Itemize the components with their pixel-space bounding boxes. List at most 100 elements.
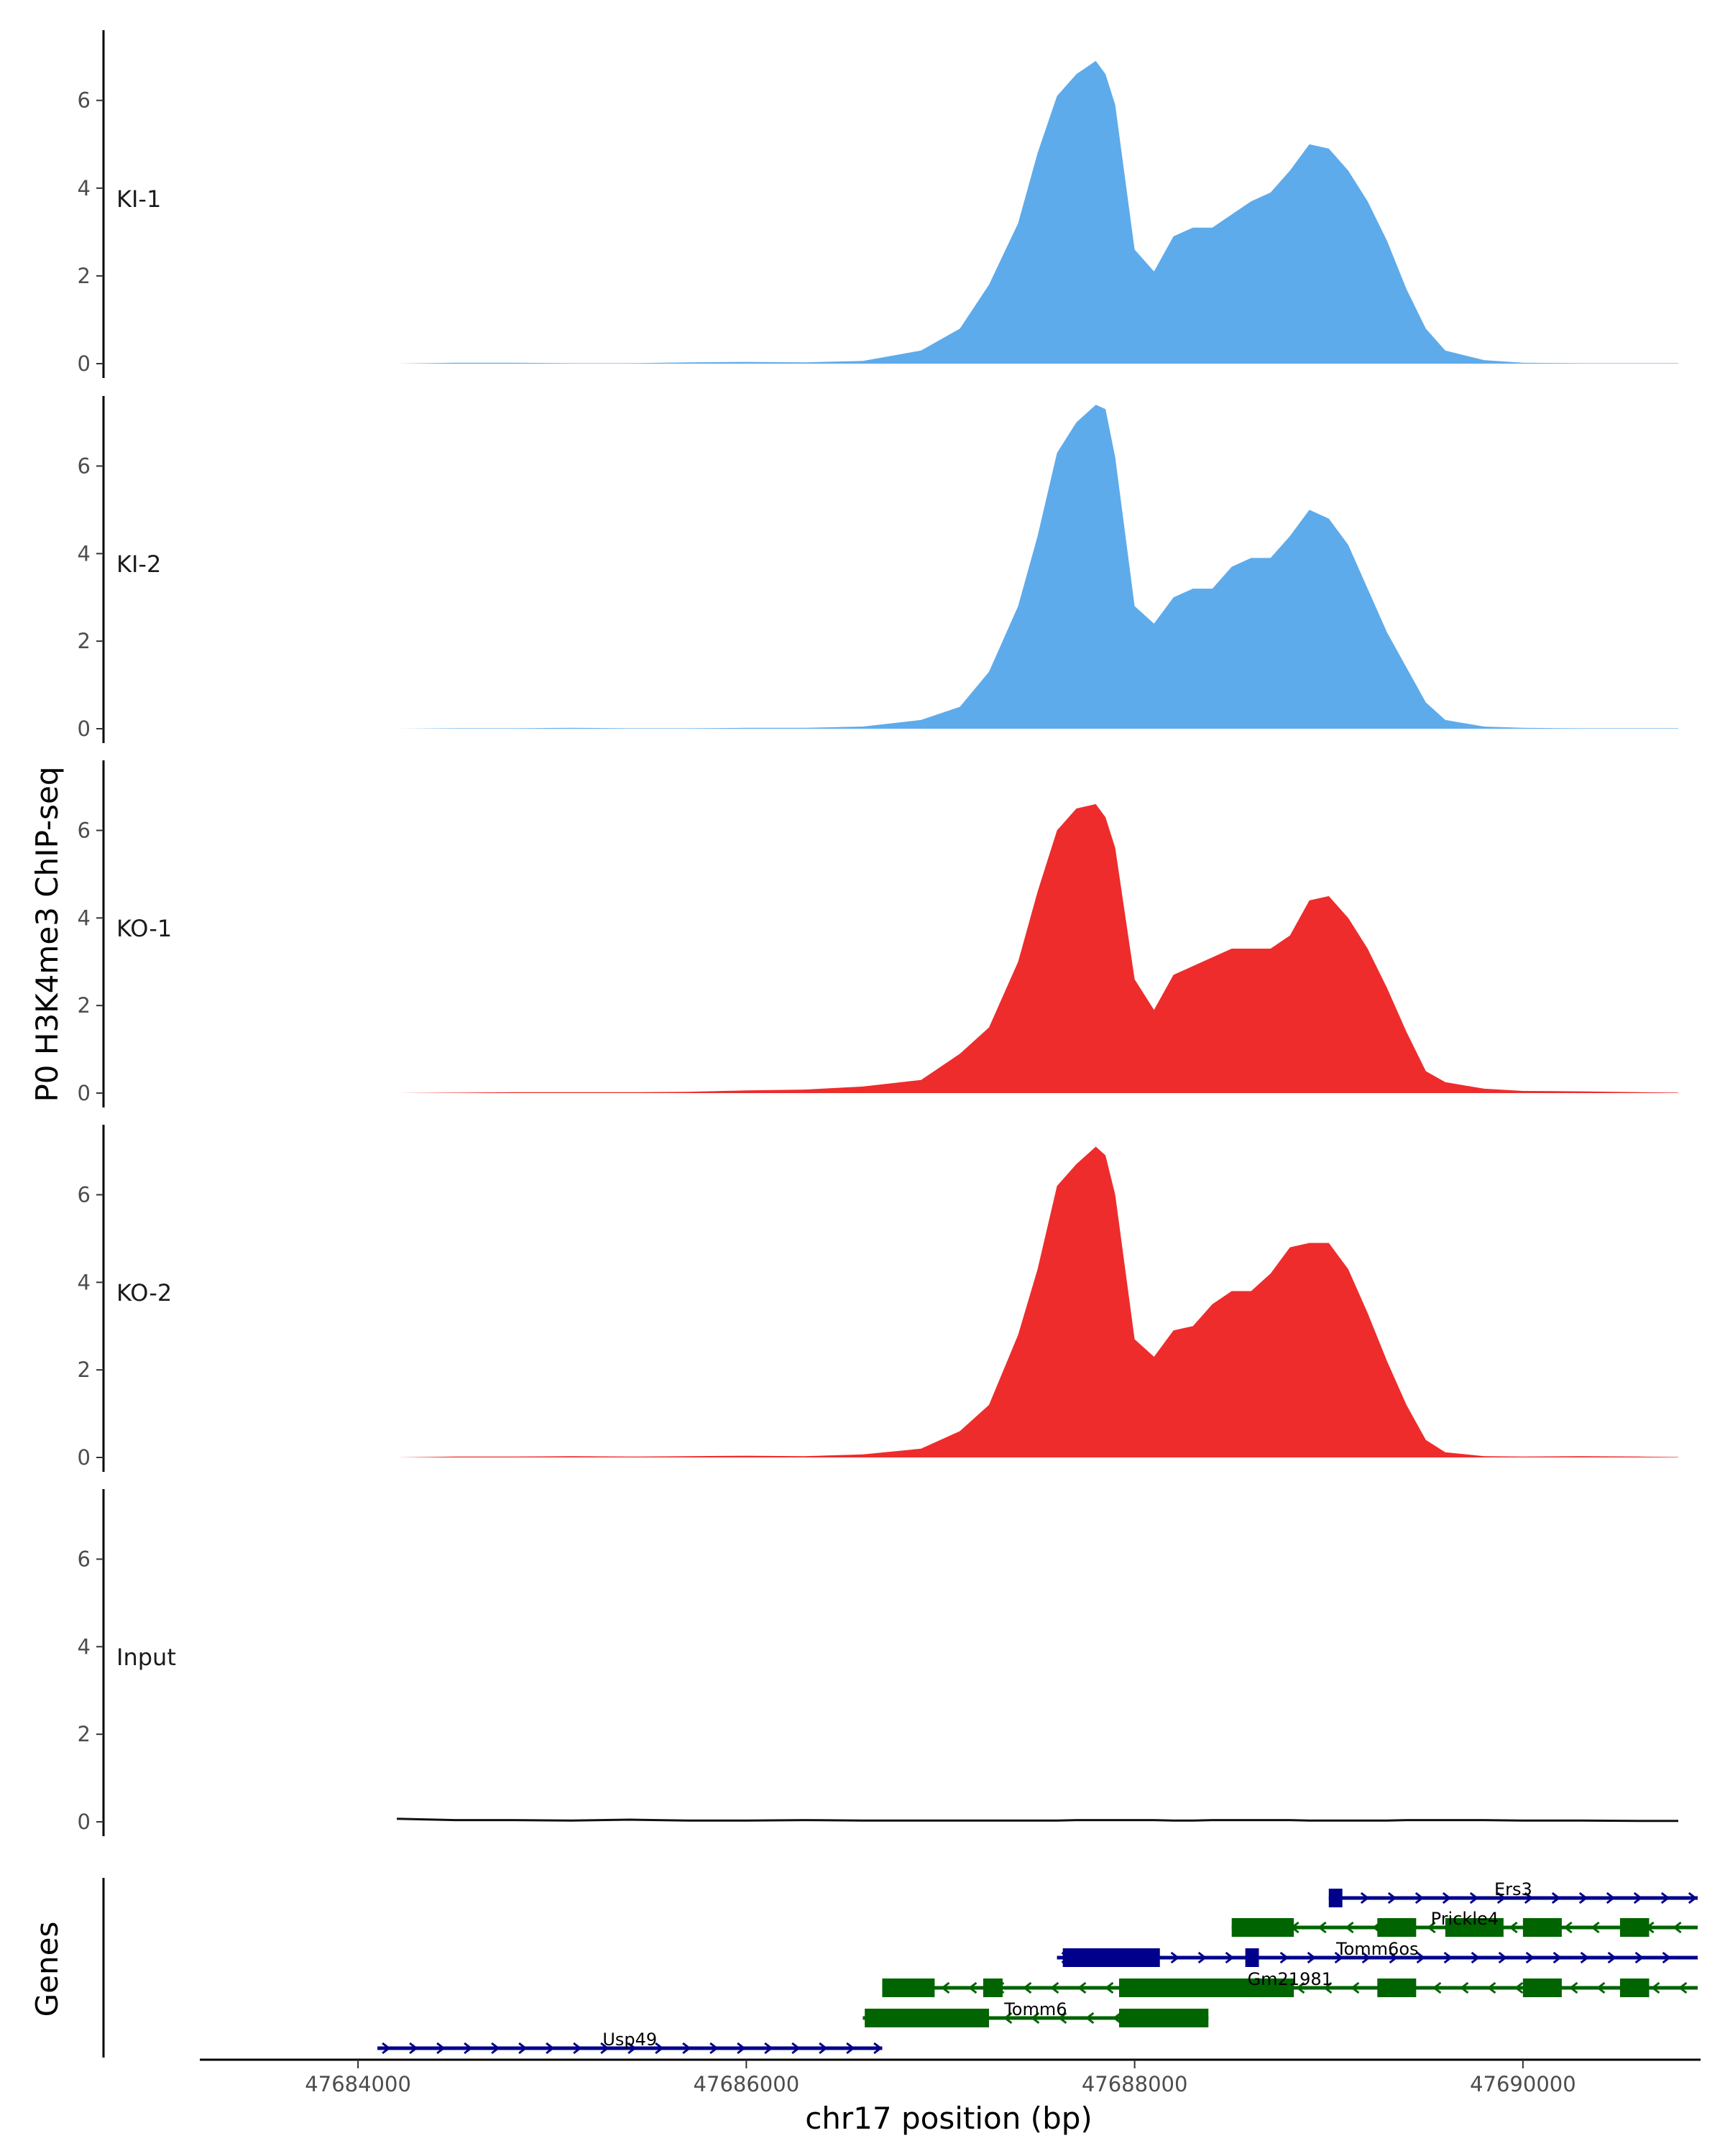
y-tick-label: 6 — [78, 818, 91, 842]
y-tick-label: 4 — [78, 541, 91, 566]
strand-arrow — [1524, 1892, 1534, 1904]
strand-arrow — [1105, 1981, 1114, 1994]
gene-exon — [1328, 1889, 1343, 1907]
y-tick-label: 0 — [78, 351, 91, 376]
strand-arrow — [1596, 1981, 1606, 1994]
strand-arrow — [764, 2042, 773, 2055]
strand-arrow — [1003, 2012, 1013, 2024]
y-tick-label: 2 — [78, 629, 91, 653]
track-input: 0 2 4 6 Input — [78, 1489, 1678, 1836]
strand-arrow — [1351, 1981, 1360, 1994]
strand-arrow — [1345, 1921, 1354, 1934]
strand-arrow — [1651, 1981, 1660, 1994]
strand-arrow — [464, 2042, 473, 2055]
strand-arrow — [1552, 1951, 1563, 1964]
track-ki-2: 0 2 4 6 KI-2 — [78, 396, 1678, 743]
strand-arrow — [1389, 1951, 1399, 1964]
strand-arrow — [1387, 1892, 1397, 1904]
strand-arrow — [1580, 1951, 1590, 1964]
strand-arrow — [1471, 1951, 1481, 1964]
strand-arrow — [518, 2042, 528, 2055]
strand-arrow — [1414, 1892, 1425, 1904]
y-tick-label: 2 — [78, 993, 91, 1018]
strand-arrow — [737, 2042, 746, 2055]
gene-usp49: Usp49 — [377, 2030, 883, 2055]
strand-arrow — [1361, 1951, 1371, 1964]
strand-arrow — [409, 2042, 418, 2055]
strand-arrow — [1514, 1981, 1524, 1994]
gene-label: Prickle4 — [1431, 1909, 1499, 1929]
gene-exon — [1245, 1948, 1259, 1967]
strand-arrow — [709, 2042, 719, 2055]
y-tick-label: 4 — [78, 906, 91, 930]
gene-exon — [1231, 1918, 1294, 1937]
strand-arrow — [1673, 1921, 1682, 1934]
strand-arrow — [1023, 1981, 1032, 1994]
track-label: KI-2 — [116, 550, 161, 578]
strand-arrow — [1432, 1981, 1442, 1994]
strand-arrow — [819, 2042, 828, 2055]
strand-arrow — [1416, 1951, 1426, 1964]
y-tick-label: 4 — [78, 1634, 91, 1659]
strand-arrow — [1112, 2012, 1122, 2024]
strand-arrow — [655, 2042, 664, 2055]
gene-exon — [1522, 1978, 1562, 1997]
strand-arrow — [600, 2042, 610, 2055]
gene-label: Tomm6os — [1335, 1939, 1418, 1959]
strand-arrow — [1317, 1921, 1327, 1934]
gene-label: Tomm6 — [1003, 1999, 1067, 2019]
gene-exon — [1377, 1978, 1417, 1997]
gene-label: Ers3 — [1494, 1879, 1532, 1899]
y-tick-label: 2 — [78, 1358, 91, 1382]
strand-arrow — [873, 2042, 883, 2055]
y-tick-label: 2 — [78, 264, 91, 288]
strand-arrow — [1360, 1892, 1370, 1904]
gene-label: Usp49 — [602, 2030, 657, 2050]
x-axis-title: chr17 position (bp) — [805, 2101, 1092, 2136]
gene-exon — [1062, 1948, 1160, 1967]
track-label: KO-2 — [116, 1279, 172, 1307]
strand-arrow — [382, 2042, 391, 2055]
signal-area — [397, 60, 1678, 364]
signal-line — [397, 1818, 1678, 1823]
gene-exon — [1377, 1918, 1417, 1937]
y-tick-label: 6 — [78, 1182, 91, 1207]
track-label: KI-1 — [116, 185, 161, 213]
strand-arrow — [682, 2042, 691, 2055]
strand-arrow — [1578, 1892, 1588, 1904]
strand-arrow — [1323, 1981, 1333, 1994]
strand-arrow — [1170, 1951, 1180, 1964]
strand-arrow — [1307, 1951, 1317, 1964]
strand-arrow — [1662, 1951, 1672, 1964]
signal-tracks: 0 2 4 6 KI-1 0 2 4 6 KI-2 0 2 4 6 KO-1 0 2 4 6 KO-2 0 2 4 6 Inpu… — [78, 30, 1678, 1836]
strand-arrow — [1279, 1951, 1289, 1964]
y-tick-label: 0 — [78, 1810, 91, 1834]
strand-arrow — [436, 2042, 446, 2055]
gene-exon — [983, 1978, 1003, 1997]
strand-arrow — [1591, 1921, 1600, 1934]
gene-prickle4: Prickle4 — [1231, 1909, 1698, 1937]
track-label: KO-1 — [116, 915, 172, 942]
y-tick-label: 6 — [78, 88, 91, 113]
strand-arrow — [1606, 1892, 1616, 1904]
strand-arrow — [1469, 1892, 1479, 1904]
track-ko-2: 0 2 4 6 KO-2 — [78, 1125, 1678, 1472]
y-axis-title: P0 H3K4me3 ChIP-seq — [29, 766, 65, 1102]
strand-arrow — [1525, 1951, 1535, 1964]
gene-ers3: Ers3 — [1328, 1879, 1698, 1907]
y-tick-label: 4 — [78, 176, 91, 201]
strand-arrow — [1442, 1892, 1452, 1904]
strand-arrow — [1077, 1981, 1087, 1994]
x-tick-label: 47690000 — [1470, 2072, 1576, 2096]
track-ko-1: 0 2 4 6 KO-1 — [78, 760, 1678, 1107]
gene-exon — [1445, 1918, 1504, 1937]
strand-arrow — [1443, 1951, 1453, 1964]
signal-area — [397, 803, 1678, 1093]
strand-arrow — [1498, 1951, 1508, 1964]
gene-label: Gm21981 — [1248, 1969, 1333, 1989]
strand-arrow — [1030, 2012, 1040, 2024]
strand-arrow — [546, 2042, 555, 2055]
strand-arrow — [1496, 1892, 1506, 1904]
x-tick-label: 47688000 — [1082, 2072, 1188, 2096]
strand-arrow — [1427, 1921, 1436, 1934]
